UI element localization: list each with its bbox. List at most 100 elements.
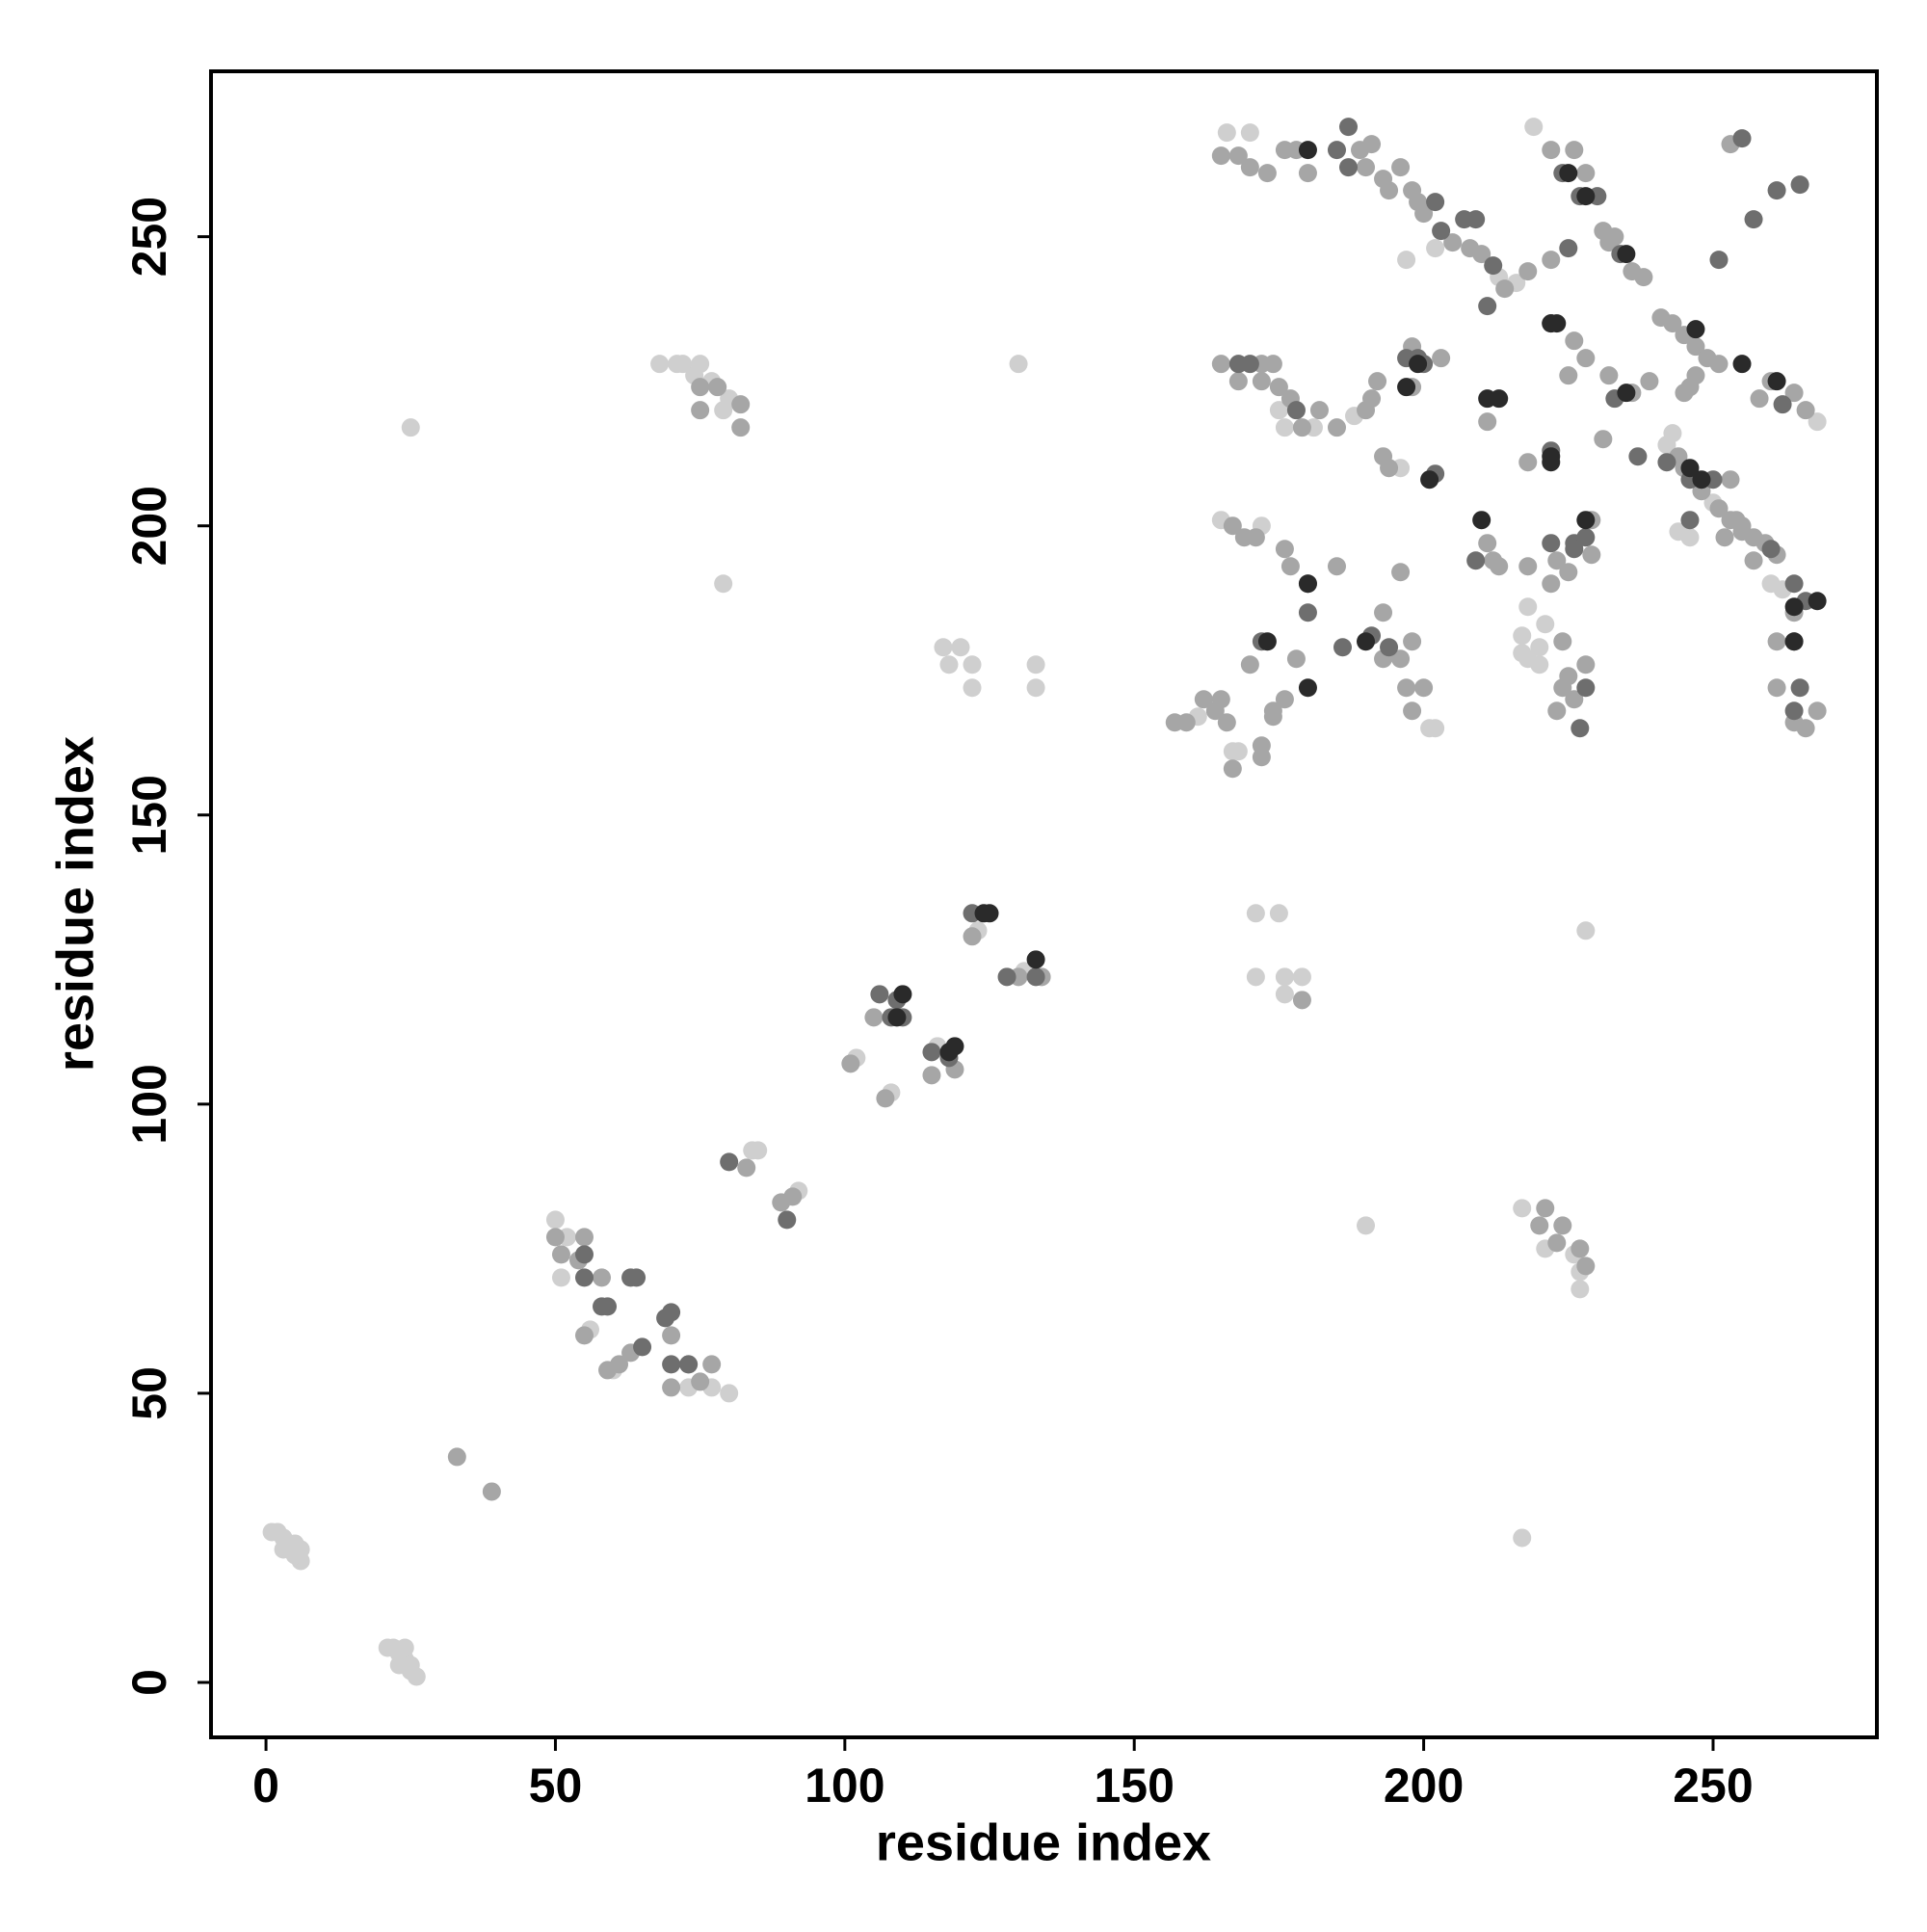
- point: [1298, 574, 1317, 594]
- point: [1571, 719, 1590, 738]
- point: [1617, 245, 1636, 264]
- point: [1380, 638, 1399, 657]
- point: [1026, 678, 1045, 698]
- point: [598, 1297, 618, 1316]
- point: [1426, 193, 1445, 212]
- point: [574, 1326, 594, 1345]
- point: [841, 1054, 860, 1073]
- point: [963, 655, 982, 675]
- point: [1263, 707, 1282, 727]
- point: [1744, 210, 1763, 229]
- point: [285, 1546, 304, 1565]
- point: [1571, 1280, 1590, 1299]
- point: [963, 927, 982, 946]
- point: [1790, 175, 1809, 195]
- point: [673, 355, 693, 374]
- point: [708, 378, 727, 397]
- point: [1327, 141, 1346, 160]
- point: [1732, 355, 1752, 374]
- point: [1275, 690, 1294, 709]
- point: [876, 1089, 895, 1108]
- point: [1628, 447, 1648, 466]
- point: [731, 395, 751, 414]
- point: [1761, 540, 1781, 559]
- point: [1026, 950, 1045, 969]
- point: [1292, 991, 1311, 1010]
- point: [593, 1268, 612, 1287]
- point: [1257, 632, 1277, 651]
- point: [1530, 1216, 1549, 1235]
- point: [1228, 146, 1248, 166]
- point: [749, 1141, 768, 1160]
- point: [1269, 401, 1288, 420]
- point: [574, 1228, 594, 1247]
- point: [1518, 453, 1538, 472]
- y-tick-label: 150: [122, 775, 176, 855]
- point: [1559, 563, 1578, 582]
- point: [691, 1372, 710, 1391]
- point: [1530, 655, 1549, 675]
- point: [1298, 164, 1317, 183]
- point: [574, 1268, 594, 1287]
- point: [1547, 701, 1567, 721]
- point: [939, 655, 959, 675]
- point: [691, 401, 710, 420]
- point: [1634, 268, 1653, 287]
- point: [1257, 164, 1277, 183]
- point: [1240, 123, 1259, 143]
- point: [922, 1043, 941, 1062]
- point: [1478, 389, 1497, 409]
- point: [1026, 967, 1045, 987]
- point: [482, 1482, 501, 1501]
- point: [662, 1355, 681, 1374]
- point: [778, 1210, 797, 1230]
- point: [1339, 118, 1359, 137]
- point: [1576, 511, 1596, 530]
- point: [1472, 511, 1491, 530]
- point: [551, 1245, 570, 1264]
- point: [1790, 678, 1809, 698]
- point: [1796, 719, 1815, 738]
- plot-frame: [209, 69, 1879, 1739]
- point: [1275, 418, 1294, 437]
- point: [1403, 701, 1422, 721]
- point: [407, 1667, 426, 1686]
- x-axis-label: residue index: [876, 1813, 1211, 1871]
- point: [633, 1337, 652, 1357]
- point: [1565, 540, 1584, 559]
- point: [1542, 314, 1561, 333]
- point: [893, 985, 912, 1004]
- point: [951, 638, 970, 657]
- point: [1686, 366, 1705, 385]
- point: [1784, 384, 1804, 403]
- point: [1513, 626, 1532, 646]
- point: [1380, 181, 1399, 200]
- point: [691, 378, 710, 397]
- point: [1727, 511, 1746, 530]
- point: [864, 1008, 884, 1027]
- point: [1432, 222, 1451, 241]
- point: [720, 1384, 739, 1403]
- point: [1391, 563, 1411, 582]
- point: [1223, 516, 1242, 536]
- point: [1808, 701, 1827, 721]
- point: [1542, 534, 1561, 553]
- point: [1194, 690, 1213, 709]
- point: [1686, 337, 1705, 357]
- point: [1565, 690, 1584, 709]
- point: [1524, 118, 1544, 137]
- point: [610, 1355, 629, 1374]
- point: [1732, 129, 1752, 148]
- point: [1246, 967, 1265, 987]
- point: [1240, 158, 1259, 177]
- point: [1663, 424, 1682, 443]
- point: [1362, 135, 1382, 154]
- x-tick-label: 100: [805, 1759, 884, 1813]
- point: [1530, 638, 1549, 657]
- point: [1478, 412, 1497, 432]
- point: [1542, 453, 1561, 472]
- point: [1333, 638, 1352, 657]
- point: [1357, 632, 1376, 651]
- point: [1536, 615, 1555, 634]
- point: [1252, 372, 1271, 391]
